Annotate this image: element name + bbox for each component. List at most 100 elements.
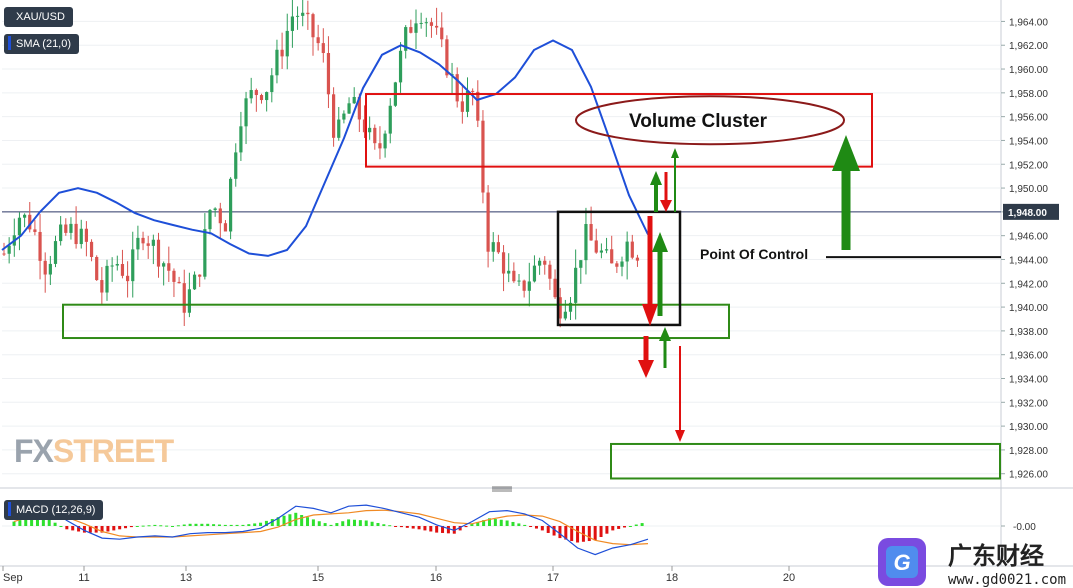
macd-bar [352, 519, 356, 526]
y-tick-label: 1,964.00 [1009, 17, 1048, 28]
plot-area [2, 0, 1001, 488]
macd-bar [112, 526, 116, 531]
macd-bar [593, 526, 597, 541]
candle-body [23, 214, 27, 218]
candle-body [306, 12, 310, 15]
candle-body [599, 250, 603, 253]
candle-body [563, 311, 567, 319]
candle-body [326, 53, 331, 95]
consolidation-box [556, 210, 682, 327]
macd-bar [317, 521, 321, 526]
candle-body [378, 143, 382, 149]
gd0021-url: www.gd0021.com [948, 572, 1066, 588]
down-arrow-b-head [642, 304, 658, 326]
macd-bar [12, 521, 16, 526]
x-tick-label: Sep [3, 572, 23, 584]
gd0021-logo-fg [886, 546, 918, 578]
candle-body [295, 15, 300, 17]
candle-body [332, 94, 336, 138]
macd-bar [41, 518, 45, 526]
candle-body [574, 267, 578, 303]
y-tick-label: 1,930.00 [1009, 422, 1048, 433]
macd-line [13, 504, 649, 556]
y-tick-label: 1,928.00 [1009, 446, 1048, 457]
candle-body [610, 249, 614, 264]
macd-bar [482, 520, 486, 526]
macd-bar [529, 526, 533, 527]
candle-body [84, 228, 88, 242]
candle-body [131, 249, 135, 282]
candle-body [435, 25, 439, 28]
volume-cluster-label: Volume Cluster [629, 111, 768, 132]
macd-bar [417, 526, 421, 530]
candle-body [177, 281, 181, 284]
candle-body [203, 229, 207, 277]
y-tick-label: 1,946.00 [1009, 232, 1048, 243]
macd-bar [206, 523, 210, 526]
candle-body [440, 27, 444, 40]
candle-body [496, 242, 500, 253]
y-tick-label: 1,952.00 [1009, 160, 1048, 171]
fxstreet-street: STREET [52, 433, 174, 469]
y-tick-label: 1,932.00 [1009, 398, 1048, 409]
macd-bar [71, 526, 75, 531]
sma-tag[interactable]: SMA (21,0) [4, 34, 80, 54]
macd-bar [200, 523, 204, 526]
macd-tag[interactable]: MACD (12,26,9) [4, 500, 104, 520]
candle-body [476, 91, 480, 121]
candle-body [48, 263, 52, 275]
candle-body [59, 224, 63, 242]
macd-bar [341, 521, 345, 526]
symbol-tag[interactable]: XAU/USD [4, 7, 73, 27]
down-arrow-d-head [675, 430, 685, 442]
macd-bar [435, 526, 439, 533]
macd-bar [634, 524, 638, 526]
candle-body [301, 12, 305, 16]
macd-bar [235, 524, 239, 526]
candle-body [64, 224, 68, 233]
poc-label: Point Of Control [700, 246, 808, 262]
candle-body [398, 50, 403, 83]
macd-bar [564, 526, 568, 540]
sma-line [1, 39, 649, 257]
candle-body [512, 270, 516, 282]
candle-body [553, 278, 557, 298]
thin-up-arrow-head [671, 148, 679, 158]
candle-body [568, 302, 573, 312]
candle-body [517, 280, 521, 282]
macd-bar [124, 526, 128, 529]
macd-bar [229, 524, 233, 526]
candle-body [383, 133, 387, 149]
macd-bar [88, 526, 92, 533]
candle-body [95, 257, 99, 281]
macd-bar [599, 526, 603, 537]
candle-body [136, 237, 140, 250]
candle-body [280, 49, 284, 57]
macd-bar [511, 521, 515, 526]
candle-body [630, 241, 634, 258]
candle-body [89, 241, 94, 258]
y-tick-label: 1,956.00 [1009, 113, 1048, 124]
candle-body [548, 264, 552, 279]
y-tick-label: 1,954.00 [1009, 136, 1048, 147]
candle-body [424, 22, 428, 24]
macd-bar [247, 524, 251, 526]
candle-body [460, 101, 464, 112]
candle-body [584, 224, 588, 261]
macd-bar [264, 520, 268, 526]
macd-bar [212, 524, 216, 526]
candle-body [229, 178, 233, 232]
candle-body [33, 229, 37, 232]
down-arrow-c-head [638, 360, 654, 378]
macd-bar [217, 524, 221, 526]
candle-body [579, 260, 583, 268]
candle-body [7, 245, 11, 254]
macd-bar [611, 526, 615, 531]
x-tick-label: 17 [547, 572, 559, 584]
macd-bar [135, 526, 139, 527]
candle-body [532, 265, 537, 282]
candle-body [465, 90, 470, 112]
macd-bar [329, 524, 333, 526]
y-tick-label: 1,940.00 [1009, 303, 1048, 314]
